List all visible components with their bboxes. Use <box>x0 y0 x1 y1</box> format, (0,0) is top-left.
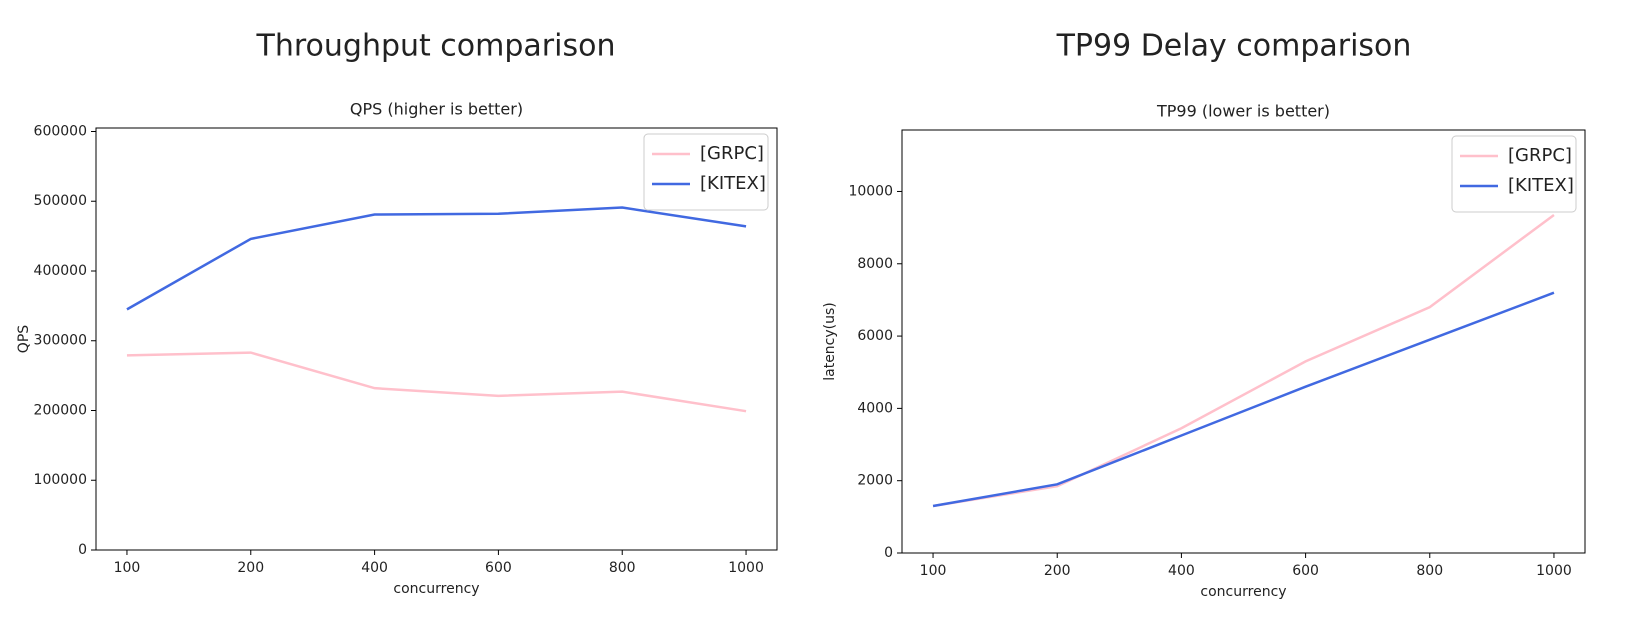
plot-frame <box>95 127 778 551</box>
x-tick-label: 100 <box>920 563 947 579</box>
x-tick-label: 600 <box>1292 563 1319 579</box>
x-tick-label: 800 <box>1416 563 1443 579</box>
y-tick-label: 0 <box>78 542 87 558</box>
y-tick-label: 200000 <box>34 402 87 418</box>
y-tick-label: 2000 <box>857 473 893 489</box>
legend-label: [GRPC] <box>700 143 764 164</box>
x-tick-label: 1000 <box>1536 563 1572 579</box>
chart-title: QPS (higher is better) <box>350 100 523 119</box>
y-tick-label: 6000 <box>857 328 893 344</box>
heading: Throughput comparison <box>256 29 616 64</box>
y-tick-label: 0 <box>884 545 893 561</box>
x-tick-label: 200 <box>1044 563 1071 579</box>
x-tick-label: 400 <box>361 560 388 576</box>
y-tick-label: 400000 <box>34 263 87 279</box>
chart-title: TP99 (lower is better) <box>1156 102 1330 121</box>
x-axis-label: concurrency <box>393 581 479 597</box>
x-tick-label: 1000 <box>728 560 764 576</box>
series-line <box>932 213 1555 508</box>
x-tick-label: 400 <box>1168 563 1195 579</box>
legend-label: [GRPC] <box>1508 145 1572 166</box>
x-tick-label: 100 <box>114 560 141 576</box>
y-tick-label: 100000 <box>34 472 87 488</box>
y-tick-label: 8000 <box>857 256 893 272</box>
series-line <box>932 291 1555 508</box>
heading: TP99 Delay comparison <box>1056 29 1412 64</box>
legend-label: [KITEX] <box>700 173 766 194</box>
x-tick-label: 800 <box>609 560 636 576</box>
x-axis-label: concurrency <box>1200 584 1286 600</box>
x-tick-label: 600 <box>485 560 512 576</box>
series-line <box>126 206 747 311</box>
y-tick-label: 300000 <box>34 333 87 349</box>
plot-frame <box>901 129 1586 554</box>
y-tick-label: 600000 <box>34 123 87 139</box>
x-tick-label: 200 <box>237 560 264 576</box>
y-axis-label: latency(us) <box>822 302 838 381</box>
legend-label: [KITEX] <box>1508 175 1574 196</box>
y-tick-label: 500000 <box>34 193 87 209</box>
y-tick-label: 10000 <box>848 183 893 199</box>
y-axis-label: QPS <box>16 325 32 353</box>
series-line <box>126 351 747 413</box>
y-tick-label: 4000 <box>857 400 893 416</box>
